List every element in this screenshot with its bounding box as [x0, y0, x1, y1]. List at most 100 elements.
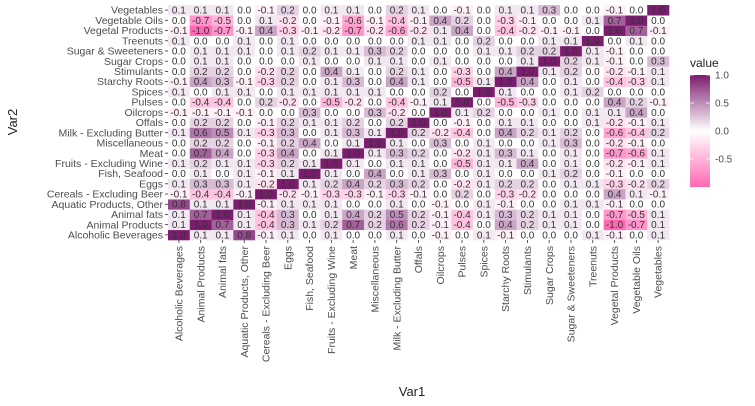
heatmap-cell: [320, 56, 343, 67]
heatmap-cell: [320, 178, 343, 190]
heatmap-cell: [233, 107, 256, 118]
x-tick-label: Vegetal Products: [609, 246, 621, 325]
heatmap-cell: [342, 25, 365, 36]
heatmap-cell: [276, 209, 299, 220]
heatmap-cell-label: 0.0: [542, 190, 556, 201]
heatmap-cell-label: 0.1: [324, 87, 338, 98]
heatmap-cell: [581, 107, 604, 118]
heatmap-cell: [298, 229, 321, 241]
heatmap-cell: [429, 56, 452, 67]
heatmap-cell-label: 0.0: [629, 230, 643, 241]
heatmap-cell-label: -0.3: [257, 149, 275, 160]
heatmap-cell-label: 0.1: [651, 230, 665, 241]
heatmap-cell: [603, 168, 626, 179]
heatmap-cell: [538, 199, 561, 210]
heatmap-cell-label: 0.0: [194, 36, 208, 47]
heatmap-cell: [168, 137, 191, 149]
heatmap-cell-label: -0.2: [628, 179, 646, 190]
heatmap-cell: [603, 158, 626, 169]
heatmap-cell: [168, 86, 191, 98]
heatmap-cell: [342, 5, 365, 16]
heatmap-cell-label: -0.2: [606, 159, 624, 170]
heatmap-cell-label: -0.5: [453, 159, 471, 170]
heatmap-cell: [472, 107, 496, 118]
heatmap-cell-label: 0.1: [237, 128, 251, 139]
heatmap-cell-label: 0.0: [542, 159, 556, 170]
heatmap-cell: [320, 107, 343, 118]
heatmap-cell: [625, 168, 648, 179]
x-tick-label: Sugar & Sweeteners: [566, 246, 578, 342]
heatmap-cell: [538, 229, 561, 241]
x-tick-label: Fruits - Excluding Wine: [326, 246, 338, 354]
heatmap-cell-label: 0.1: [324, 118, 338, 129]
heatmap-cell-label: -0.1: [606, 6, 624, 17]
y-tick-label: Starchy Roots: [97, 76, 163, 88]
heatmap-cell-label: 0.1: [194, 169, 208, 180]
heatmap-cell-label: -0.4: [453, 220, 471, 231]
heatmap-cell-label: -0.3: [345, 190, 363, 201]
heatmap-cell: [168, 168, 191, 179]
heatmap-cell-label: -0.7: [192, 16, 210, 27]
heatmap-cell-label: -0.3: [388, 190, 406, 201]
heatmap-cell: [560, 86, 583, 98]
heatmap-cell-label: 0.1: [564, 210, 578, 221]
heatmap-cell-label: 0.0: [564, 108, 578, 119]
heatmap-cell: [255, 209, 278, 220]
heatmap-cell-label: 0.0: [586, 128, 600, 139]
heatmap-cell-label: 0.0: [542, 98, 556, 109]
heatmap-cell: [320, 168, 343, 179]
heatmap-cell: [560, 178, 583, 190]
heatmap-cell-label: 0.0: [629, 200, 643, 211]
heatmap-cell: [407, 15, 430, 26]
heatmap-cell: [298, 15, 321, 26]
x-tick-label: Spices: [478, 246, 490, 278]
heatmap-cell: [429, 209, 452, 220]
heatmap-cell-label: 0.2: [477, 36, 491, 47]
heatmap-cell-label: -0.3: [257, 159, 275, 170]
heatmap-cell: [451, 219, 474, 231]
heatmap-cell-label: 0.3: [564, 138, 578, 149]
heatmap-cell-label: 0.1: [237, 169, 251, 180]
heatmap-cell: [233, 25, 256, 36]
heatmap-cell-label: 0.3: [499, 210, 513, 221]
heatmap-cell: [255, 15, 278, 26]
heatmap-cell-label: 0.0: [433, 190, 447, 201]
heatmap-cell-label: 0.2: [629, 98, 643, 109]
heatmap-cell: [276, 117, 299, 128]
y-tick-label: Animal Products: [87, 219, 163, 231]
legend-tick-label: 1.0: [715, 71, 729, 82]
heatmap-cell-label: 0.1: [172, 87, 186, 98]
heatmap-cell-label: 0.0: [324, 36, 338, 47]
heatmap-cell: [385, 178, 408, 190]
heatmap-cell: [451, 209, 474, 220]
heatmap-cell-label: 0.1: [477, 230, 491, 241]
heatmap-cell: [255, 96, 278, 108]
legend-tick-label: 0.0: [715, 127, 729, 138]
heatmap-cell-label: 0.0: [259, 108, 273, 119]
heatmap-cell-label: -0.2: [388, 108, 406, 119]
heatmap-cell: [603, 15, 626, 26]
heatmap-cell: [429, 137, 452, 149]
heatmap-cell: [625, 107, 648, 118]
heatmap-cell: [233, 158, 256, 169]
heatmap-cell-label: 0.1: [564, 220, 578, 231]
heatmap-cell: [364, 25, 387, 36]
heatmap-cell-label: -0.2: [519, 190, 537, 201]
heatmap-cell-label: 0.0: [237, 57, 251, 68]
heatmap-cell: [429, 15, 452, 26]
heatmap-cell-label: -0.2: [345, 98, 363, 109]
heatmap-cell-label: 0.4: [324, 67, 338, 78]
heatmap-cell: [364, 5, 387, 16]
heatmap-cell-label: 0.1: [542, 67, 556, 78]
heatmap-cell: [494, 45, 517, 57]
heatmap-cell: [342, 117, 365, 128]
heatmap-cell: [625, 56, 648, 67]
heatmap-cell: [603, 209, 626, 220]
heatmap-cell-label: 0.0: [477, 190, 491, 201]
heatmap-cell-label: -0.1: [410, 16, 428, 27]
heatmap-cell-label: 0.3: [194, 179, 208, 190]
heatmap-cell: [211, 96, 234, 108]
heatmap-cell: [647, 137, 670, 149]
heatmap-cell-label: 0.1: [172, 159, 186, 170]
heatmap-cell-label: 0.0: [172, 57, 186, 68]
